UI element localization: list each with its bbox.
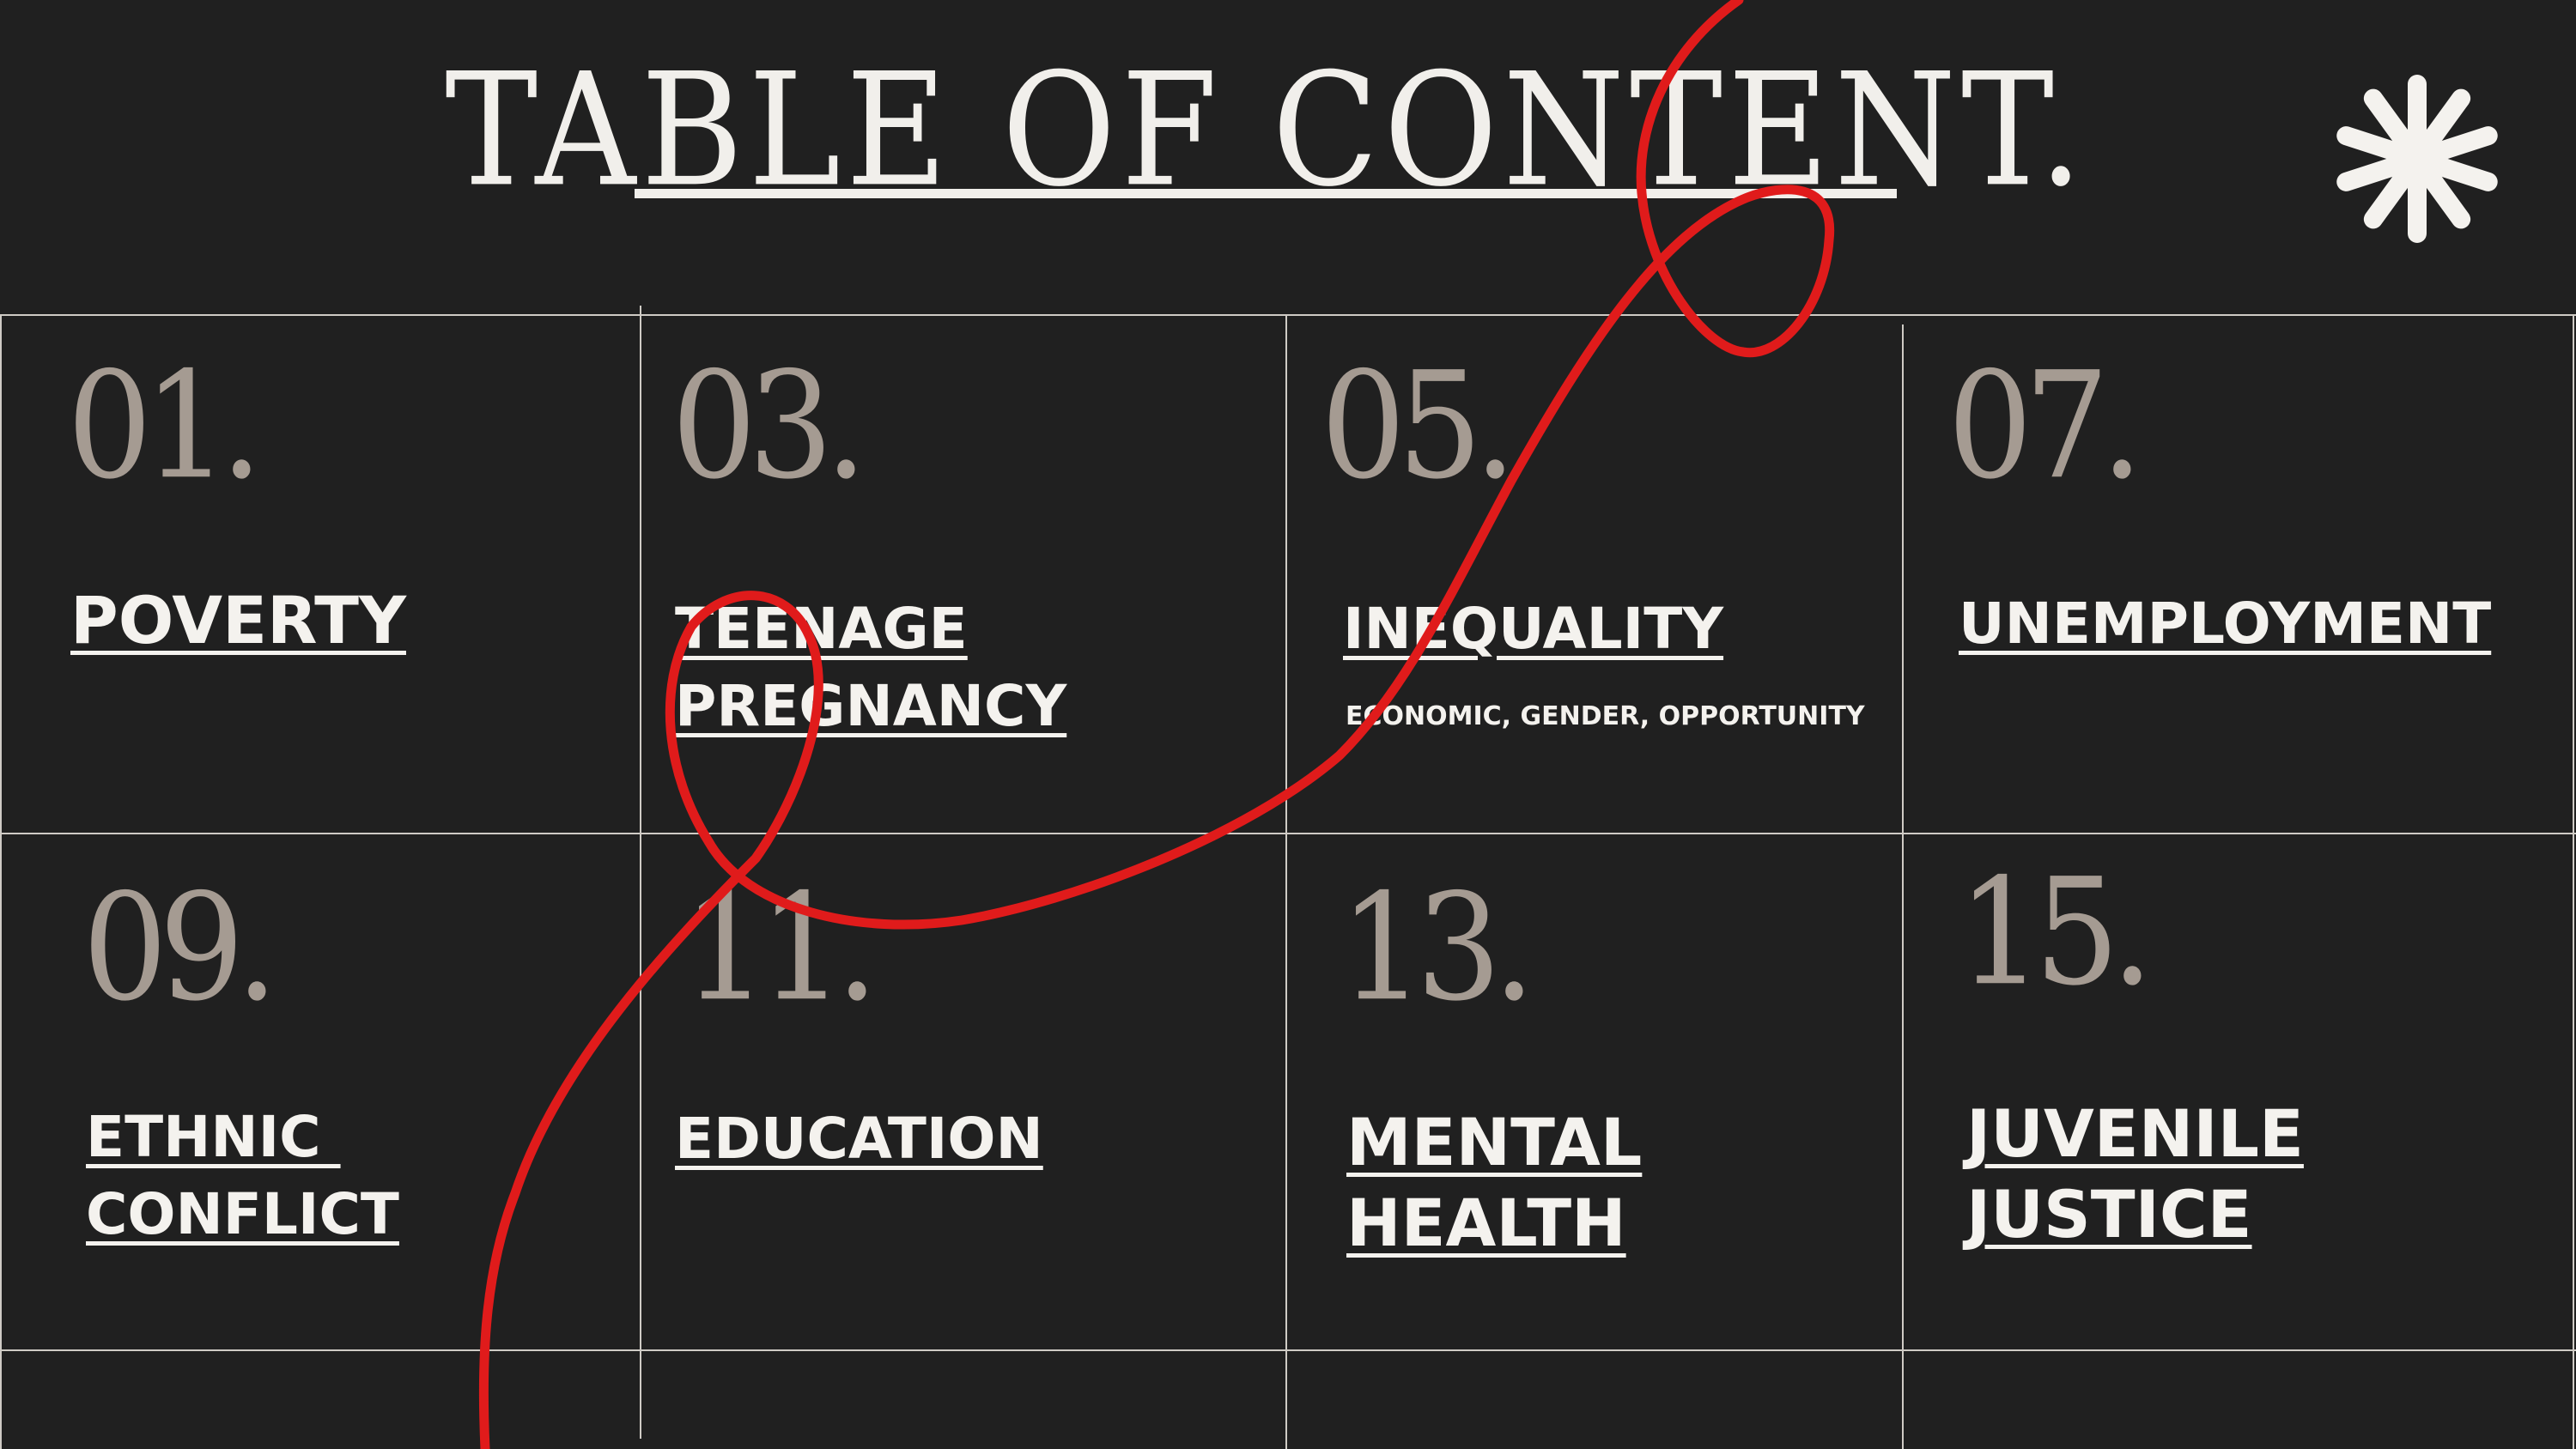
grid-line-col2 — [1285, 314, 1287, 1449]
title-underline — [635, 189, 1897, 198]
grid-line-top — [0, 314, 2576, 316]
item-number: 11. — [683, 861, 878, 1034]
topic-link-poverty[interactable]: POVERTY — [70, 582, 406, 658]
page-title: TABLE OF CONTENT. — [445, 40, 2088, 221]
topic-link-ethnic-conflict[interactable]: ETHNIC CONFLICT — [86, 1104, 399, 1247]
grid-line-bottom — [0, 1349, 2576, 1351]
item-number: 13. — [1340, 861, 1535, 1034]
item-number: 15. — [1958, 846, 2154, 1018]
grid-line-col3 — [1902, 324, 1904, 1449]
item-number: 07. — [1947, 339, 2143, 512]
item-number: 09. — [82, 861, 278, 1034]
topic-link-unemployment[interactable]: UNEMPLOYMENT — [1959, 591, 2492, 657]
grid-line-middle — [0, 833, 2576, 834]
grid-line-col1 — [640, 306, 641, 1439]
topic-link-juvenile-justice[interactable]: JUVENILE JUSTICE — [1966, 1095, 2304, 1252]
item-number: 01. — [67, 339, 263, 512]
grid-line-left — [0, 314, 2, 1449]
topic-link-mental-health[interactable]: MENTAL HEALTH — [1346, 1104, 1643, 1261]
item-number: 03. — [671, 339, 867, 512]
topic-link-inequality[interactable]: INEQUALITY — [1343, 596, 1724, 662]
asterisk-flower-icon — [2336, 75, 2498, 243]
grid-line-right — [2573, 314, 2574, 1449]
topic-subtitle: ECONOMIC, GENDER, OPPORTUNITY — [1346, 701, 1865, 731]
topic-link-teenage-pregnancy[interactable]: TEENAGE PREGNANCY — [675, 596, 1067, 739]
item-number: 05. — [1321, 339, 1516, 512]
topic-link-education[interactable]: EDUCATION — [675, 1106, 1043, 1172]
